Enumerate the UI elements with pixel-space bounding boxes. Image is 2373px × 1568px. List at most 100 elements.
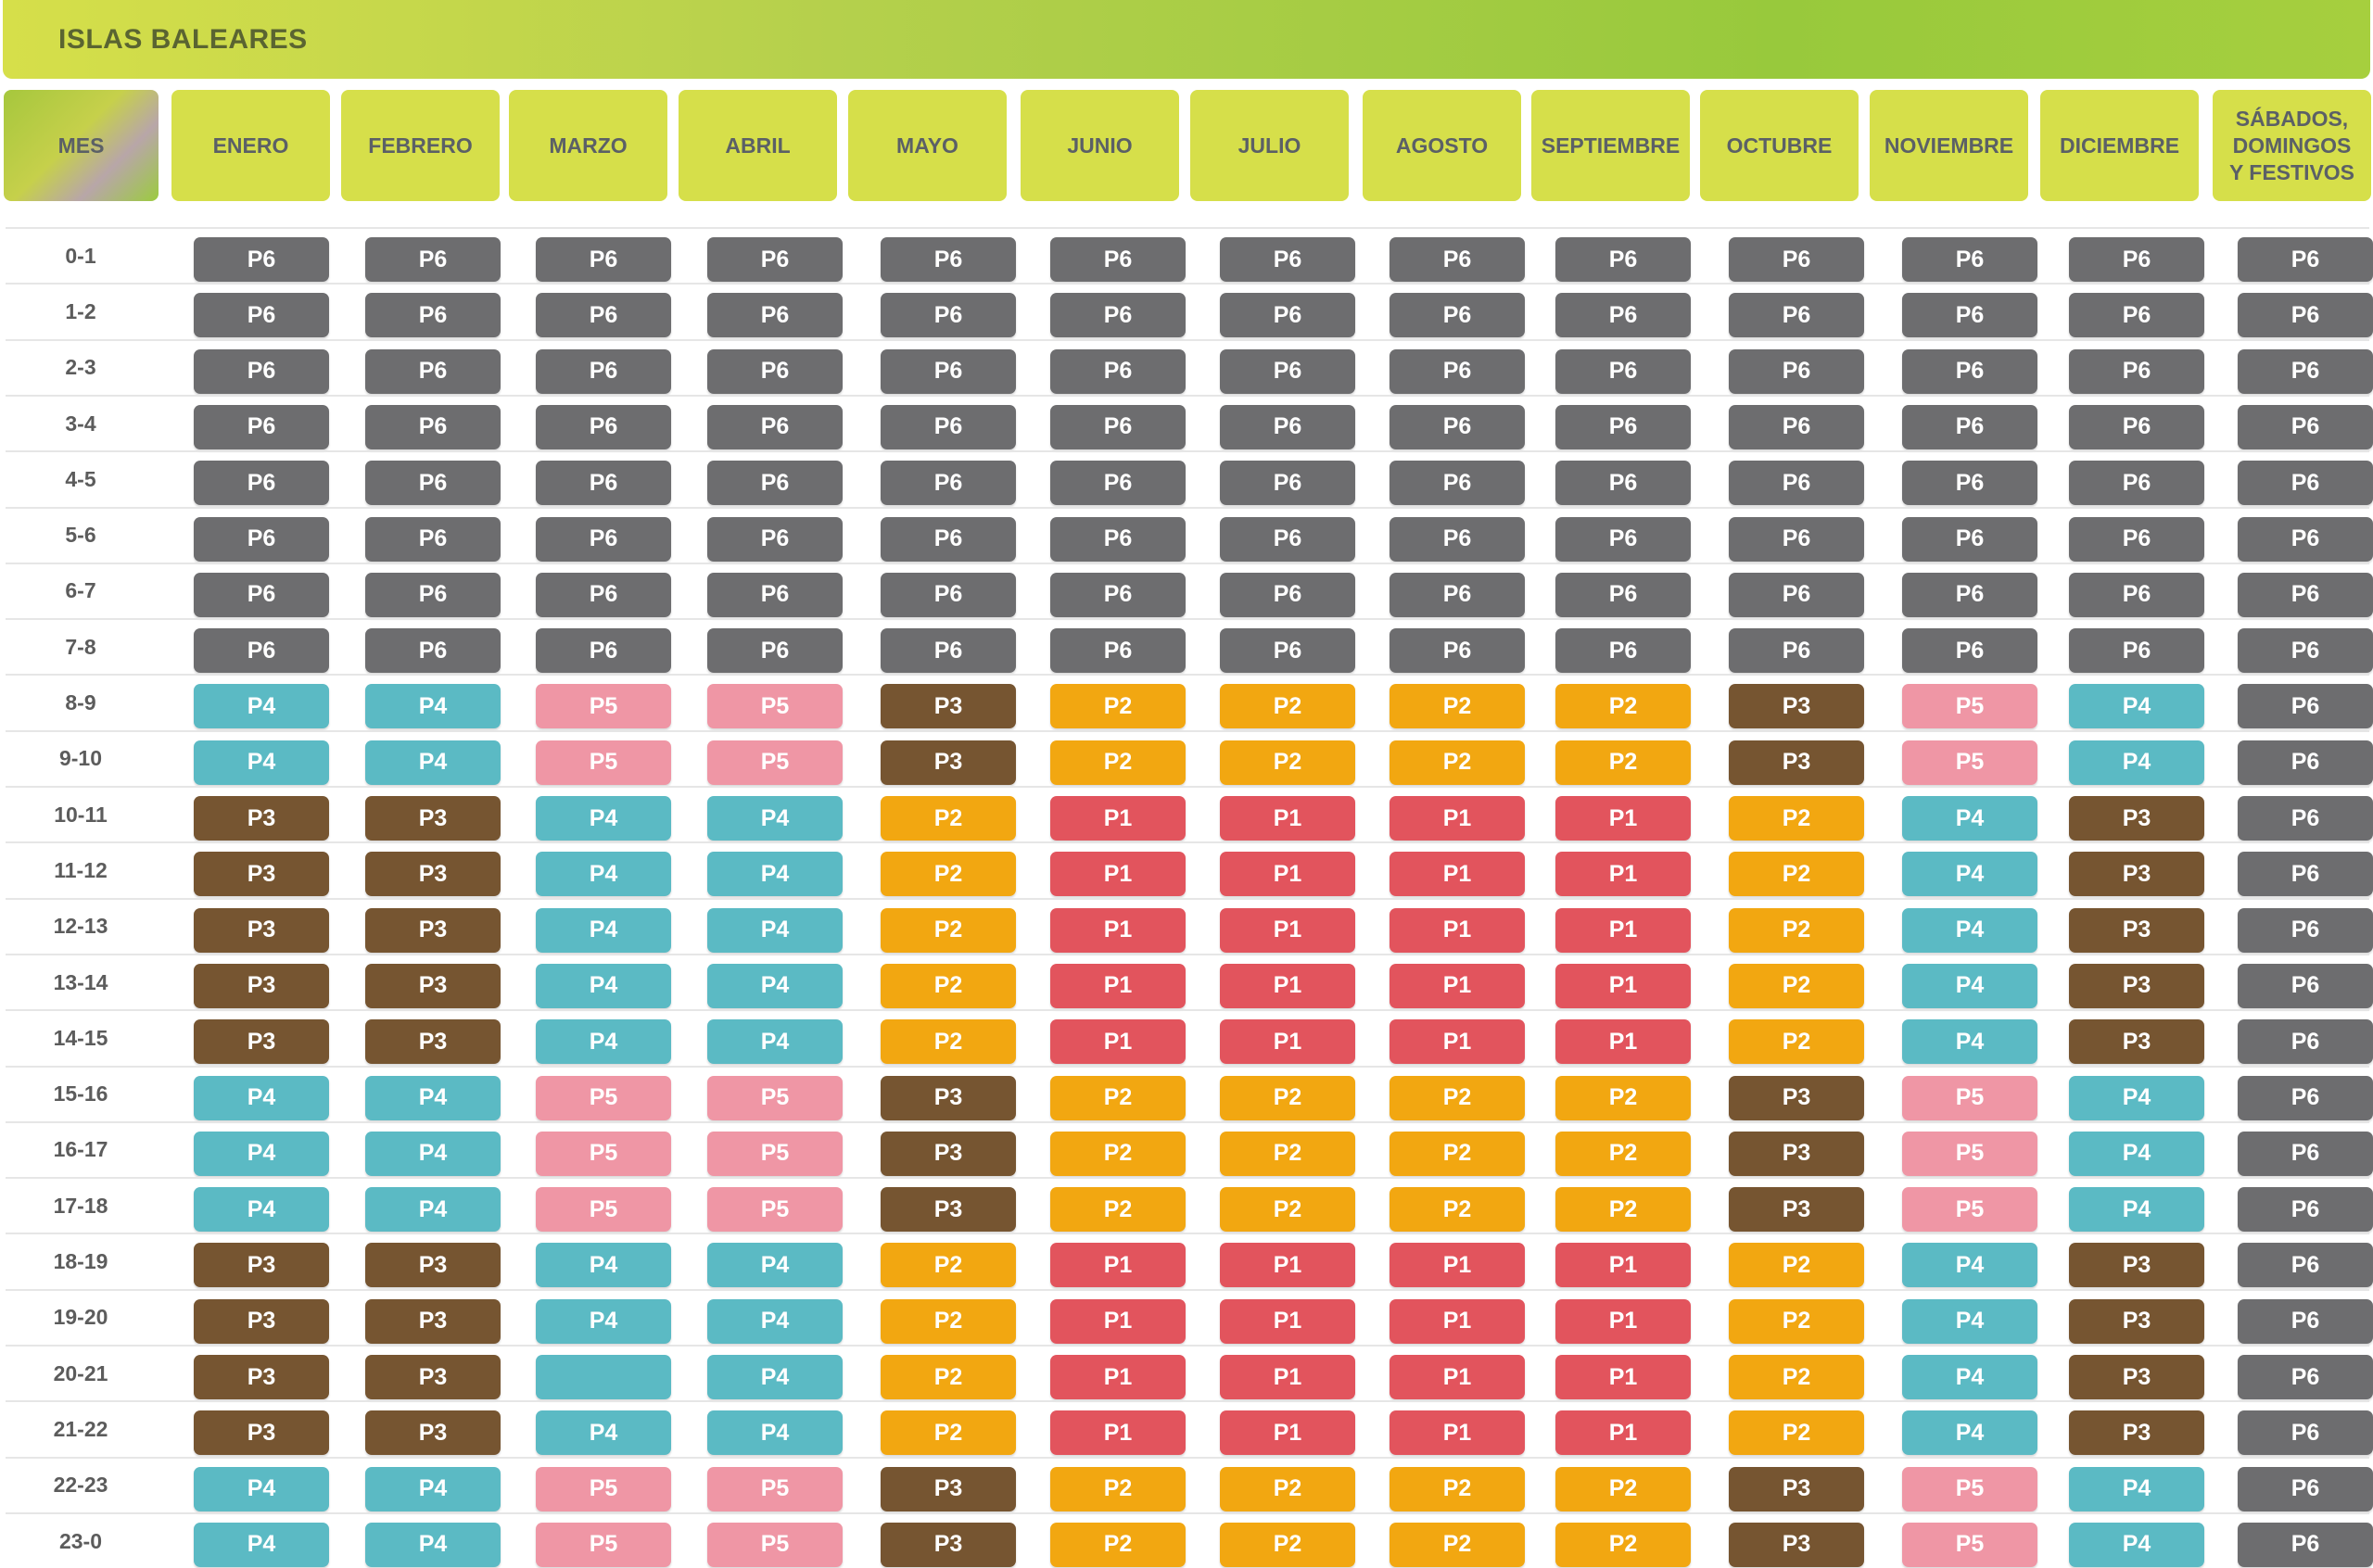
period-badge: P3 [2069, 1243, 2204, 1288]
period-badge: P6 [2238, 1131, 2373, 1176]
period-badge: P6 [1390, 293, 1525, 338]
hour-label: 22-23 [53, 1473, 108, 1498]
period-badge: P6 [1220, 348, 1355, 394]
period-badge: P2 [1050, 1075, 1186, 1120]
period-badge: P6 [707, 404, 843, 449]
period-badge: P2 [1390, 1187, 1525, 1233]
period-badge: P4 [2069, 684, 2204, 729]
period-badge: P2 [1390, 684, 1525, 729]
period-badge: P6 [1390, 461, 1525, 506]
period-badge: P1 [1050, 1410, 1186, 1456]
period-badge: P4 [1902, 1019, 2037, 1065]
period-badge: P4 [707, 1410, 843, 1456]
column-header-month: FEBRERO [341, 90, 500, 201]
period-badge: P3 [365, 963, 501, 1008]
period-badge: P1 [1390, 963, 1525, 1008]
period-badge: P6 [1050, 293, 1186, 338]
period-badge: P1 [1555, 963, 1691, 1008]
hour-label: 18-19 [53, 1249, 108, 1274]
period-badge: P4 [1902, 963, 2037, 1008]
period-badge: P1 [1390, 907, 1525, 953]
table-row: 18-19 P3 P3 P4 P4 P2 P1 P1 P1 P1 P2 P4 P3 P6 [6, 1233, 2373, 1288]
period-badge: P4 [536, 1410, 671, 1456]
period-badge: P4 [707, 1298, 843, 1344]
period-badge: P5 [536, 1075, 671, 1120]
period-badge: P6 [2069, 404, 2204, 449]
period-badge: P2 [1555, 684, 1691, 729]
period-badge: P6 [2069, 572, 2204, 617]
period-badge: P6 [2238, 404, 2373, 449]
period-badge: P6 [1390, 516, 1525, 562]
period-badge: P6 [1390, 628, 1525, 674]
hour-label: 19-20 [53, 1305, 108, 1330]
period-badge: P3 [881, 1131, 1016, 1176]
period-badge: P6 [194, 404, 329, 449]
period-badge: P1 [1555, 1298, 1691, 1344]
period-badge: P4 [1902, 1355, 2037, 1399]
period-badge: P2 [1390, 1075, 1525, 1120]
period-badge: P1 [1555, 852, 1691, 897]
period-badge: P6 [2238, 1466, 2373, 1511]
period-badge: P6 [2238, 1410, 2373, 1456]
period-badge: P4 [365, 740, 501, 785]
period-badge: P6 [1902, 293, 2037, 338]
period-badge: P4 [1902, 907, 2037, 953]
period-badge: P5 [707, 1131, 843, 1176]
period-badge: P3 [194, 1243, 329, 1288]
period-badge: P6 [1902, 516, 2037, 562]
period-badge: P3 [2069, 796, 2204, 841]
column-header-month: SEPTIEMBRE [1531, 90, 1690, 201]
period-badge: P6 [2238, 348, 2373, 394]
period-badge: P3 [365, 852, 501, 897]
period-badge: P3 [365, 1355, 501, 1399]
period-badge: P3 [2069, 1410, 2204, 1456]
period-badge: P2 [1729, 1019, 1864, 1065]
period-badge: P2 [881, 1243, 1016, 1288]
period-badge: P1 [1390, 1298, 1525, 1344]
period-badge: P6 [194, 461, 329, 506]
period-badge: P6 [1902, 461, 2037, 506]
period-badge: P3 [1729, 1466, 1864, 1511]
period-badge: P2 [1729, 907, 1864, 953]
column-header-weekend: SÁBADOS, DOMINGOS Y FESTIVOS [2213, 90, 2371, 201]
period-badge: P6 [2238, 1187, 2373, 1233]
period-badge: P6 [2238, 684, 2373, 729]
period-badge: P3 [2069, 852, 2204, 897]
period-badge: P6 [2238, 963, 2373, 1008]
period-badge: P2 [1729, 796, 1864, 841]
period-badge: P2 [1729, 1355, 1864, 1399]
period-badge: P6 [2069, 293, 2204, 338]
table-row: 0-1 P6 P6 P6 P6 P6 P6 P6 P6 P6 P6 P6 P6 P6 [6, 227, 2373, 283]
period-badge: P6 [2238, 1243, 2373, 1288]
period-badge: P5 [707, 1075, 843, 1120]
table-row: 10-11 P3 P3 P4 P4 P2 P1 P1 P1 P1 P2 P4 P3 P6 [6, 786, 2373, 841]
period-badge: P3 [194, 963, 329, 1008]
table-row: 17-18 P4 P4 P5 P5 P3 P2 P2 P2 P2 P3 P5 P4 P6 [6, 1177, 2373, 1233]
period-badge: P6 [707, 293, 843, 338]
period-badge: P4 [707, 1243, 843, 1288]
table-row: 2-3 P6 P6 P6 P6 P6 P6 P6 P6 P6 P6 P6 P6 P6 [6, 338, 2373, 395]
hour-label: 4-5 [65, 466, 96, 491]
period-badge: P4 [2069, 1466, 2204, 1511]
period-badge: P6 [194, 516, 329, 562]
hour-label: 5-6 [65, 523, 96, 548]
period-badge: P2 [1050, 684, 1186, 729]
period-badge: P1 [1220, 1355, 1355, 1399]
period-badge: P6 [1555, 628, 1691, 674]
period-badge: P3 [1729, 1131, 1864, 1176]
period-badge: P6 [1050, 348, 1186, 394]
period-badge: P6 [2069, 237, 2204, 282]
period-badge: P6 [1390, 572, 1525, 617]
period-badge: P4 [365, 1522, 501, 1567]
period-badge: P6 [194, 348, 329, 394]
period-badge: P6 [707, 461, 843, 506]
period-badge: P3 [1729, 740, 1864, 785]
period-badge: P3 [365, 1298, 501, 1344]
period-badge: P4 [707, 852, 843, 897]
period-badge: P6 [365, 237, 501, 282]
period-badge: P6 [1220, 293, 1355, 338]
period-badge: P6 [365, 348, 501, 394]
period-badge: P6 [1902, 628, 2037, 674]
period-badge: P6 [1729, 628, 1864, 674]
period-badge: P6 [1729, 348, 1864, 394]
